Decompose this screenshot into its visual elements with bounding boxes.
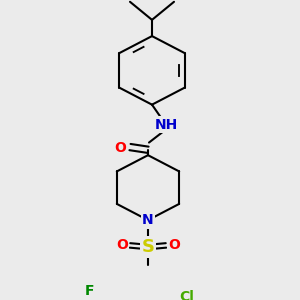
Text: O: O <box>168 238 180 252</box>
Text: NH: NH <box>154 118 178 131</box>
Text: N: N <box>142 213 154 227</box>
Text: F: F <box>84 284 94 298</box>
Text: O: O <box>114 141 126 155</box>
Text: Cl: Cl <box>179 290 194 300</box>
Text: O: O <box>116 238 128 252</box>
Text: S: S <box>142 238 154 256</box>
